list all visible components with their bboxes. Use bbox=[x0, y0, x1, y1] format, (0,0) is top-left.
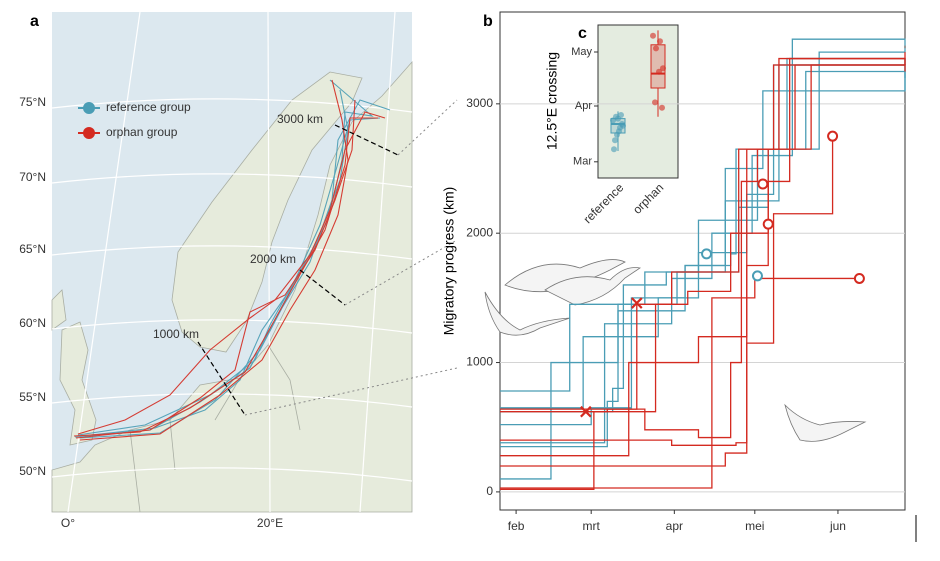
land bbox=[51, 60, 413, 513]
graticule bbox=[51, 11, 413, 513]
event-marker bbox=[757, 178, 769, 190]
point bbox=[660, 65, 666, 72]
legend-dot bbox=[83, 102, 95, 114]
y-tick-label: Apr bbox=[575, 100, 592, 112]
track-line bbox=[500, 38, 906, 444]
track-line bbox=[500, 57, 905, 413]
distance-label: 3000 km bbox=[277, 112, 323, 126]
legend-dot bbox=[83, 127, 95, 139]
plot-frame bbox=[499, 11, 906, 511]
event-marker bbox=[762, 218, 774, 230]
panel-label: a bbox=[30, 13, 39, 30]
event-marker bbox=[853, 272, 865, 284]
legend-label: orphan group bbox=[106, 125, 178, 139]
point bbox=[653, 45, 659, 52]
point bbox=[611, 146, 617, 153]
point bbox=[657, 38, 663, 45]
y-tick-label: Mar bbox=[573, 156, 592, 168]
lon-label: 20°E bbox=[257, 516, 283, 530]
lat-label: 70°N bbox=[19, 170, 46, 184]
event-marker bbox=[580, 405, 592, 418]
point bbox=[659, 104, 665, 111]
event-marker bbox=[631, 297, 643, 309]
track-line bbox=[500, 64, 906, 446]
track-line bbox=[500, 48, 906, 392]
x-tick-label: jun bbox=[829, 519, 846, 533]
distance-marks bbox=[197, 124, 399, 416]
lat-label: 50°N bbox=[19, 464, 46, 478]
y-tick-label: 0 bbox=[486, 484, 493, 498]
distance-label: 2000 km bbox=[250, 252, 296, 266]
point bbox=[652, 99, 658, 106]
distance-label: 1000 km bbox=[153, 327, 199, 341]
inset-y-title: 12.5°E crossing bbox=[544, 52, 560, 150]
lat-label: 65°N bbox=[19, 242, 46, 256]
track-line bbox=[500, 136, 834, 467]
event-marker bbox=[827, 130, 839, 142]
y-tick-label: May bbox=[571, 46, 592, 58]
lon-label: O° bbox=[61, 516, 75, 530]
inset-frame bbox=[597, 24, 679, 179]
routes bbox=[73, 79, 391, 441]
panel-label: c bbox=[578, 25, 587, 42]
track-line bbox=[500, 58, 906, 413]
point bbox=[619, 121, 625, 127]
x-tick-label: mei bbox=[745, 519, 764, 533]
event-marker bbox=[751, 270, 763, 282]
y-tick-label: 1000 bbox=[466, 355, 493, 369]
lat-label: 55°N bbox=[19, 390, 46, 404]
point bbox=[618, 112, 624, 118]
y-axis-title: Migratory progress (km) bbox=[441, 187, 457, 336]
point bbox=[612, 137, 618, 144]
y-tick-label: 2000 bbox=[466, 225, 493, 239]
legend-label: reference group bbox=[106, 100, 191, 114]
swan-illustration bbox=[484, 259, 867, 442]
panel-label: b bbox=[483, 13, 493, 30]
x-tick-label: apr bbox=[666, 519, 683, 533]
point bbox=[650, 32, 656, 39]
lat-label: 75°N bbox=[19, 95, 46, 109]
x-tick-label: mrt bbox=[583, 519, 601, 533]
event-marker bbox=[701, 248, 713, 260]
point bbox=[614, 131, 620, 138]
lat-label: 60°N bbox=[19, 316, 46, 330]
connectors bbox=[244, 99, 458, 416]
point bbox=[656, 68, 662, 75]
y-tick-label: 3000 bbox=[466, 96, 493, 110]
x-tick-label: feb bbox=[508, 519, 525, 533]
track-line bbox=[500, 64, 905, 439]
